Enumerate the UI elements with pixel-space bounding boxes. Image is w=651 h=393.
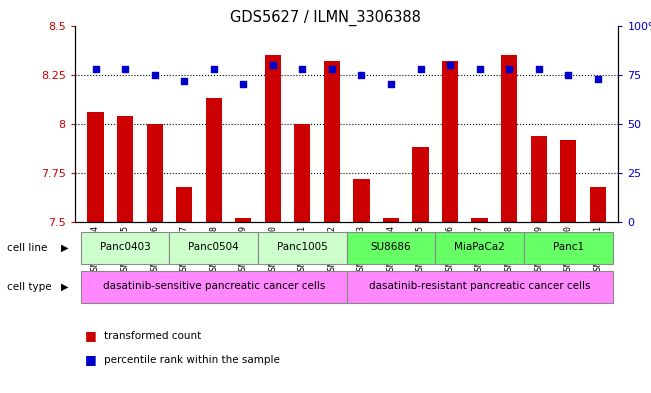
Bar [347,231,436,263]
Point [445,62,455,68]
Point [386,81,396,88]
Bar [524,231,613,263]
Text: dasatinib-sensitive pancreatic cancer cells: dasatinib-sensitive pancreatic cancer ce… [102,281,325,291]
Bar [265,55,281,222]
Bar [383,218,399,222]
Bar [176,187,192,222]
Text: Panc1005: Panc1005 [277,242,327,252]
Point [504,66,514,72]
Text: ▶: ▶ [61,242,69,253]
Point [533,66,544,72]
Point [268,62,278,68]
Bar [353,179,370,222]
Bar [590,187,606,222]
Bar [436,231,524,263]
Point [415,66,426,72]
Point [327,66,337,72]
Point [120,66,130,72]
Text: percentile rank within the sample: percentile rank within the sample [104,354,280,365]
Bar [560,140,576,222]
Bar [501,55,518,222]
Text: MiaPaCa2: MiaPaCa2 [454,242,505,252]
Text: SU8686: SU8686 [370,242,411,252]
Bar [146,124,163,222]
Bar [442,61,458,222]
Bar [117,116,133,222]
Bar [169,231,258,263]
Bar [81,271,347,303]
Bar [347,271,613,303]
Text: Panc0504: Panc0504 [188,242,239,252]
Text: Panc1: Panc1 [553,242,584,252]
Point [238,81,249,88]
Bar [531,136,547,222]
Point [90,66,101,72]
Bar [324,61,340,222]
Text: cell line: cell line [7,242,47,253]
Text: dasatinib-resistant pancreatic cancer cells: dasatinib-resistant pancreatic cancer ce… [369,281,590,291]
Text: transformed count: transformed count [104,331,201,341]
Point [208,66,219,72]
Text: Panc0403: Panc0403 [100,242,150,252]
Bar [258,231,347,263]
Bar [235,218,251,222]
Text: cell type: cell type [7,282,51,292]
Point [150,72,160,78]
Bar [471,218,488,222]
Point [356,72,367,78]
Point [475,66,485,72]
Text: ■: ■ [85,329,96,343]
Point [297,66,307,72]
Bar [81,231,169,263]
Point [179,77,189,84]
Text: ▶: ▶ [61,282,69,292]
Point [563,72,574,78]
Bar [87,112,104,222]
Bar [206,98,222,222]
Bar [412,147,428,222]
Bar [294,124,311,222]
Text: GDS5627 / ILMN_3306388: GDS5627 / ILMN_3306388 [230,10,421,26]
Text: ■: ■ [85,353,96,366]
Point [592,75,603,82]
